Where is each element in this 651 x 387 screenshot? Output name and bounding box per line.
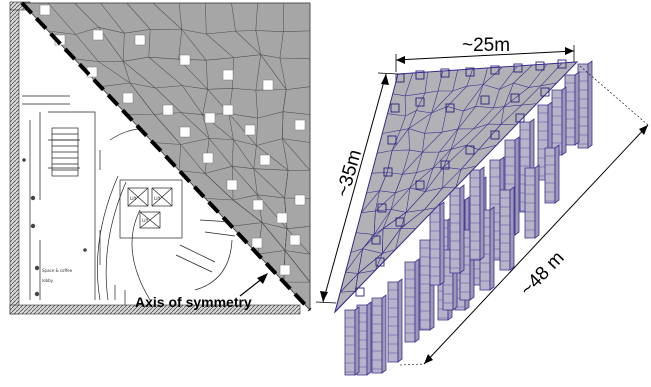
- axis-label-arrow: [239, 277, 264, 297]
- plan-wall-bottom: [9, 304, 301, 315]
- axis-of-symmetry-line: [20, 1, 312, 312]
- plan-room-label: Lift: [154, 196, 161, 201]
- floor-plan: Space & coffee lobby Lift Lift Lift Axis…: [9, 1, 312, 315]
- plan-wall-left: [9, 7, 20, 315]
- dimension-right-label: ~48 m: [516, 248, 568, 301]
- arrow-head-icon: [424, 354, 433, 364]
- plan-room-label: Space & coffee: [42, 268, 73, 273]
- arrow-head-icon: [381, 74, 389, 85]
- arrow-head-icon: [396, 56, 405, 64]
- plan-room-label: Lift: [142, 218, 149, 223]
- plan-room-label: Lift: [130, 196, 137, 201]
- axis-of-symmetry-label: Axis of symmetry: [135, 294, 252, 310]
- arrow-head-icon: [565, 47, 574, 55]
- dimension-left-label: ~35m: [333, 147, 366, 199]
- arrow-head-icon: [320, 291, 328, 302]
- arrow-head-icon: [257, 273, 268, 284]
- dimension-top: ~25m: [395, 35, 575, 72]
- plan-columns: [22, 158, 87, 297]
- arrow-head-icon: [639, 125, 648, 135]
- plan-linework: [22, 95, 236, 305]
- model-3d: ~25m ~35m ~48 m: [315, 35, 649, 376]
- dimension-top-label: ~25m: [462, 35, 510, 56]
- model-pillars: [344, 60, 593, 376]
- plan-room-label: lobby: [42, 278, 54, 283]
